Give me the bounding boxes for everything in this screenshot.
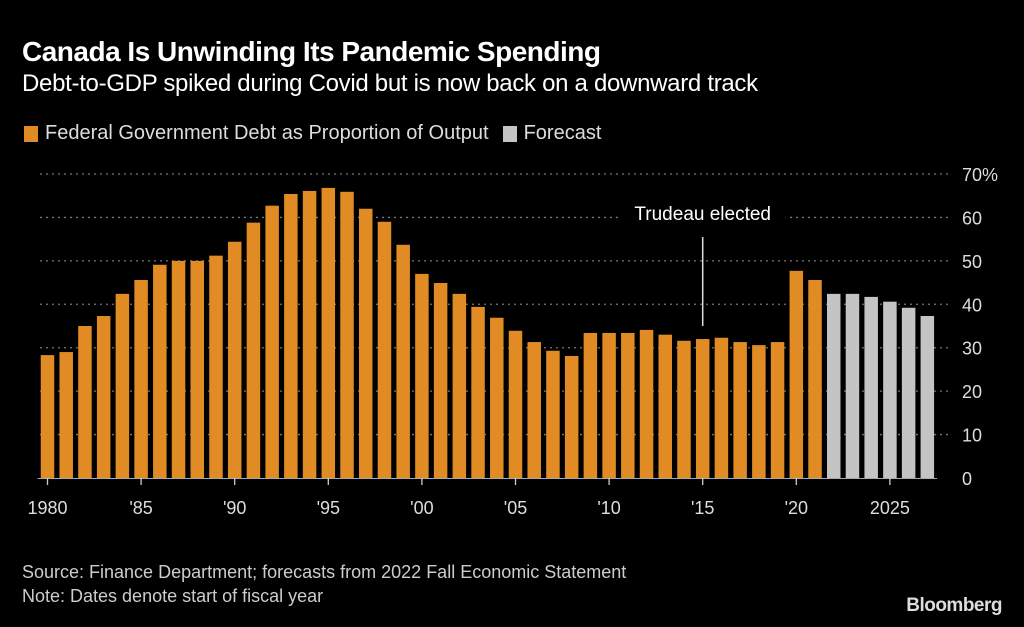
bar-actual-1993 [284,193,298,478]
y-tick-label: 20 [962,382,982,402]
bars [40,187,935,479]
bar-actual-1995 [321,187,336,478]
x-axis: 1980 '85 '90 '95 '00 '05 '10 '15 '20 2025 [27,478,938,518]
annotation-backdrop [619,200,786,226]
bar-actual-1999 [396,244,410,478]
x-tick-label: '95 [317,498,340,518]
legend-label-actual: Federal Government Debt as Proportion of… [45,122,489,144]
legend-swatch-actual [24,125,38,142]
bar-actual-1983 [96,316,111,478]
y-tick-label: 10 [962,426,982,446]
bar-actual-1988 [190,260,205,478]
bar-actual-2003 [471,306,485,478]
bar-forecast-2025 [883,301,897,478]
bar-forecast-2023 [845,293,860,478]
y-tick-label: 0 [962,469,972,489]
bar-actual-2006 [527,342,541,478]
bar-actual-2017 [733,342,747,478]
bar-actual-1980 [40,355,55,478]
bar-actual-1997 [358,208,373,478]
bar-forecast-2026 [901,307,916,478]
legend-label-forecast: Forecast [523,122,602,144]
bar-actual-2020 [789,270,804,478]
x-tick-label: '00 [410,498,433,518]
bar-actual-1991 [246,222,261,478]
bar-actual-2005 [508,330,523,478]
x-tick-label: '15 [691,498,714,518]
bar-actual-2019 [770,342,785,478]
bar-actual-1990 [227,241,242,478]
y-tick-label: 70% [962,165,998,185]
bar-actual-1984 [115,293,130,478]
y-tick-label: 60 [962,208,982,228]
bar-actual-2010 [602,332,616,478]
bar-actual-2021 [808,279,822,478]
source-note: Source: Finance Department; forecasts fr… [22,562,627,582]
x-tick-label: '20 [785,498,808,518]
legend-item-forecast: Forecast [502,122,602,145]
bar-actual-2002 [452,293,467,478]
bar-actual-1981 [59,352,73,478]
x-tick-label: '85 [129,498,152,518]
bar-forecast-2022 [826,293,841,478]
bloomberg-logo: Bloomberg [906,595,1002,616]
legend-swatch-forecast [502,125,517,142]
bar-actual-1985 [134,279,148,478]
y-tick-label: 30 [962,339,982,359]
annotations: Trudeau elected [634,204,771,326]
bar-actual-1996 [340,191,354,478]
legend: Federal Government Debt as Proportion of… [24,122,615,145]
y-tick-label: 50 [962,252,982,272]
x-tick-label: 2025 [870,498,910,518]
bar-actual-1982 [78,326,92,478]
bar-actual-1986 [153,264,167,478]
bar-actual-2009 [583,332,598,478]
bar-actual-2008 [564,355,579,478]
bar-actual-2001 [433,283,448,478]
bar-actual-2013 [658,334,673,478]
bar-actual-1987 [171,260,186,478]
chart-title: Canada Is Unwinding Its Pandemic Spendin… [22,36,601,67]
legend-item-actual: Federal Government Debt as Proportion of… [24,122,489,145]
bar-actual-2000 [415,273,429,478]
x-tick-label: '90 [223,498,246,518]
x-tick-label: 1980 [27,498,67,518]
bar-forecast-2024 [864,296,878,478]
annotation-label: Trudeau elected [634,204,771,225]
y-axis: 0 10 20 30 40 50 60 70% [962,165,998,489]
date-note: Note: Dates denote start of fiscal year [22,586,324,606]
bar-actual-2004 [490,317,504,478]
bar-actual-2016 [714,337,729,478]
bar-actual-1992 [265,205,279,478]
bar-actual-2011 [621,332,635,478]
bar-actual-2012 [639,329,654,478]
x-tick-label: '10 [597,498,620,518]
bar-actual-1989 [209,255,223,478]
bar-actual-1998 [377,221,392,478]
bar-actual-2014 [677,340,691,478]
bar-actual-2015 [695,339,710,478]
x-tick-label: '05 [504,498,527,518]
bar-forecast-2027 [920,316,935,478]
footer: Source: Finance Department; forecasts fr… [22,560,626,608]
bar-actual-2018 [752,345,766,478]
y-tick-label: 40 [962,295,982,315]
chart-subtitle: Debt-to-GDP spiked during Covid but is n… [22,70,758,97]
bar-actual-1994 [302,190,317,479]
bar-actual-2007 [546,350,560,478]
